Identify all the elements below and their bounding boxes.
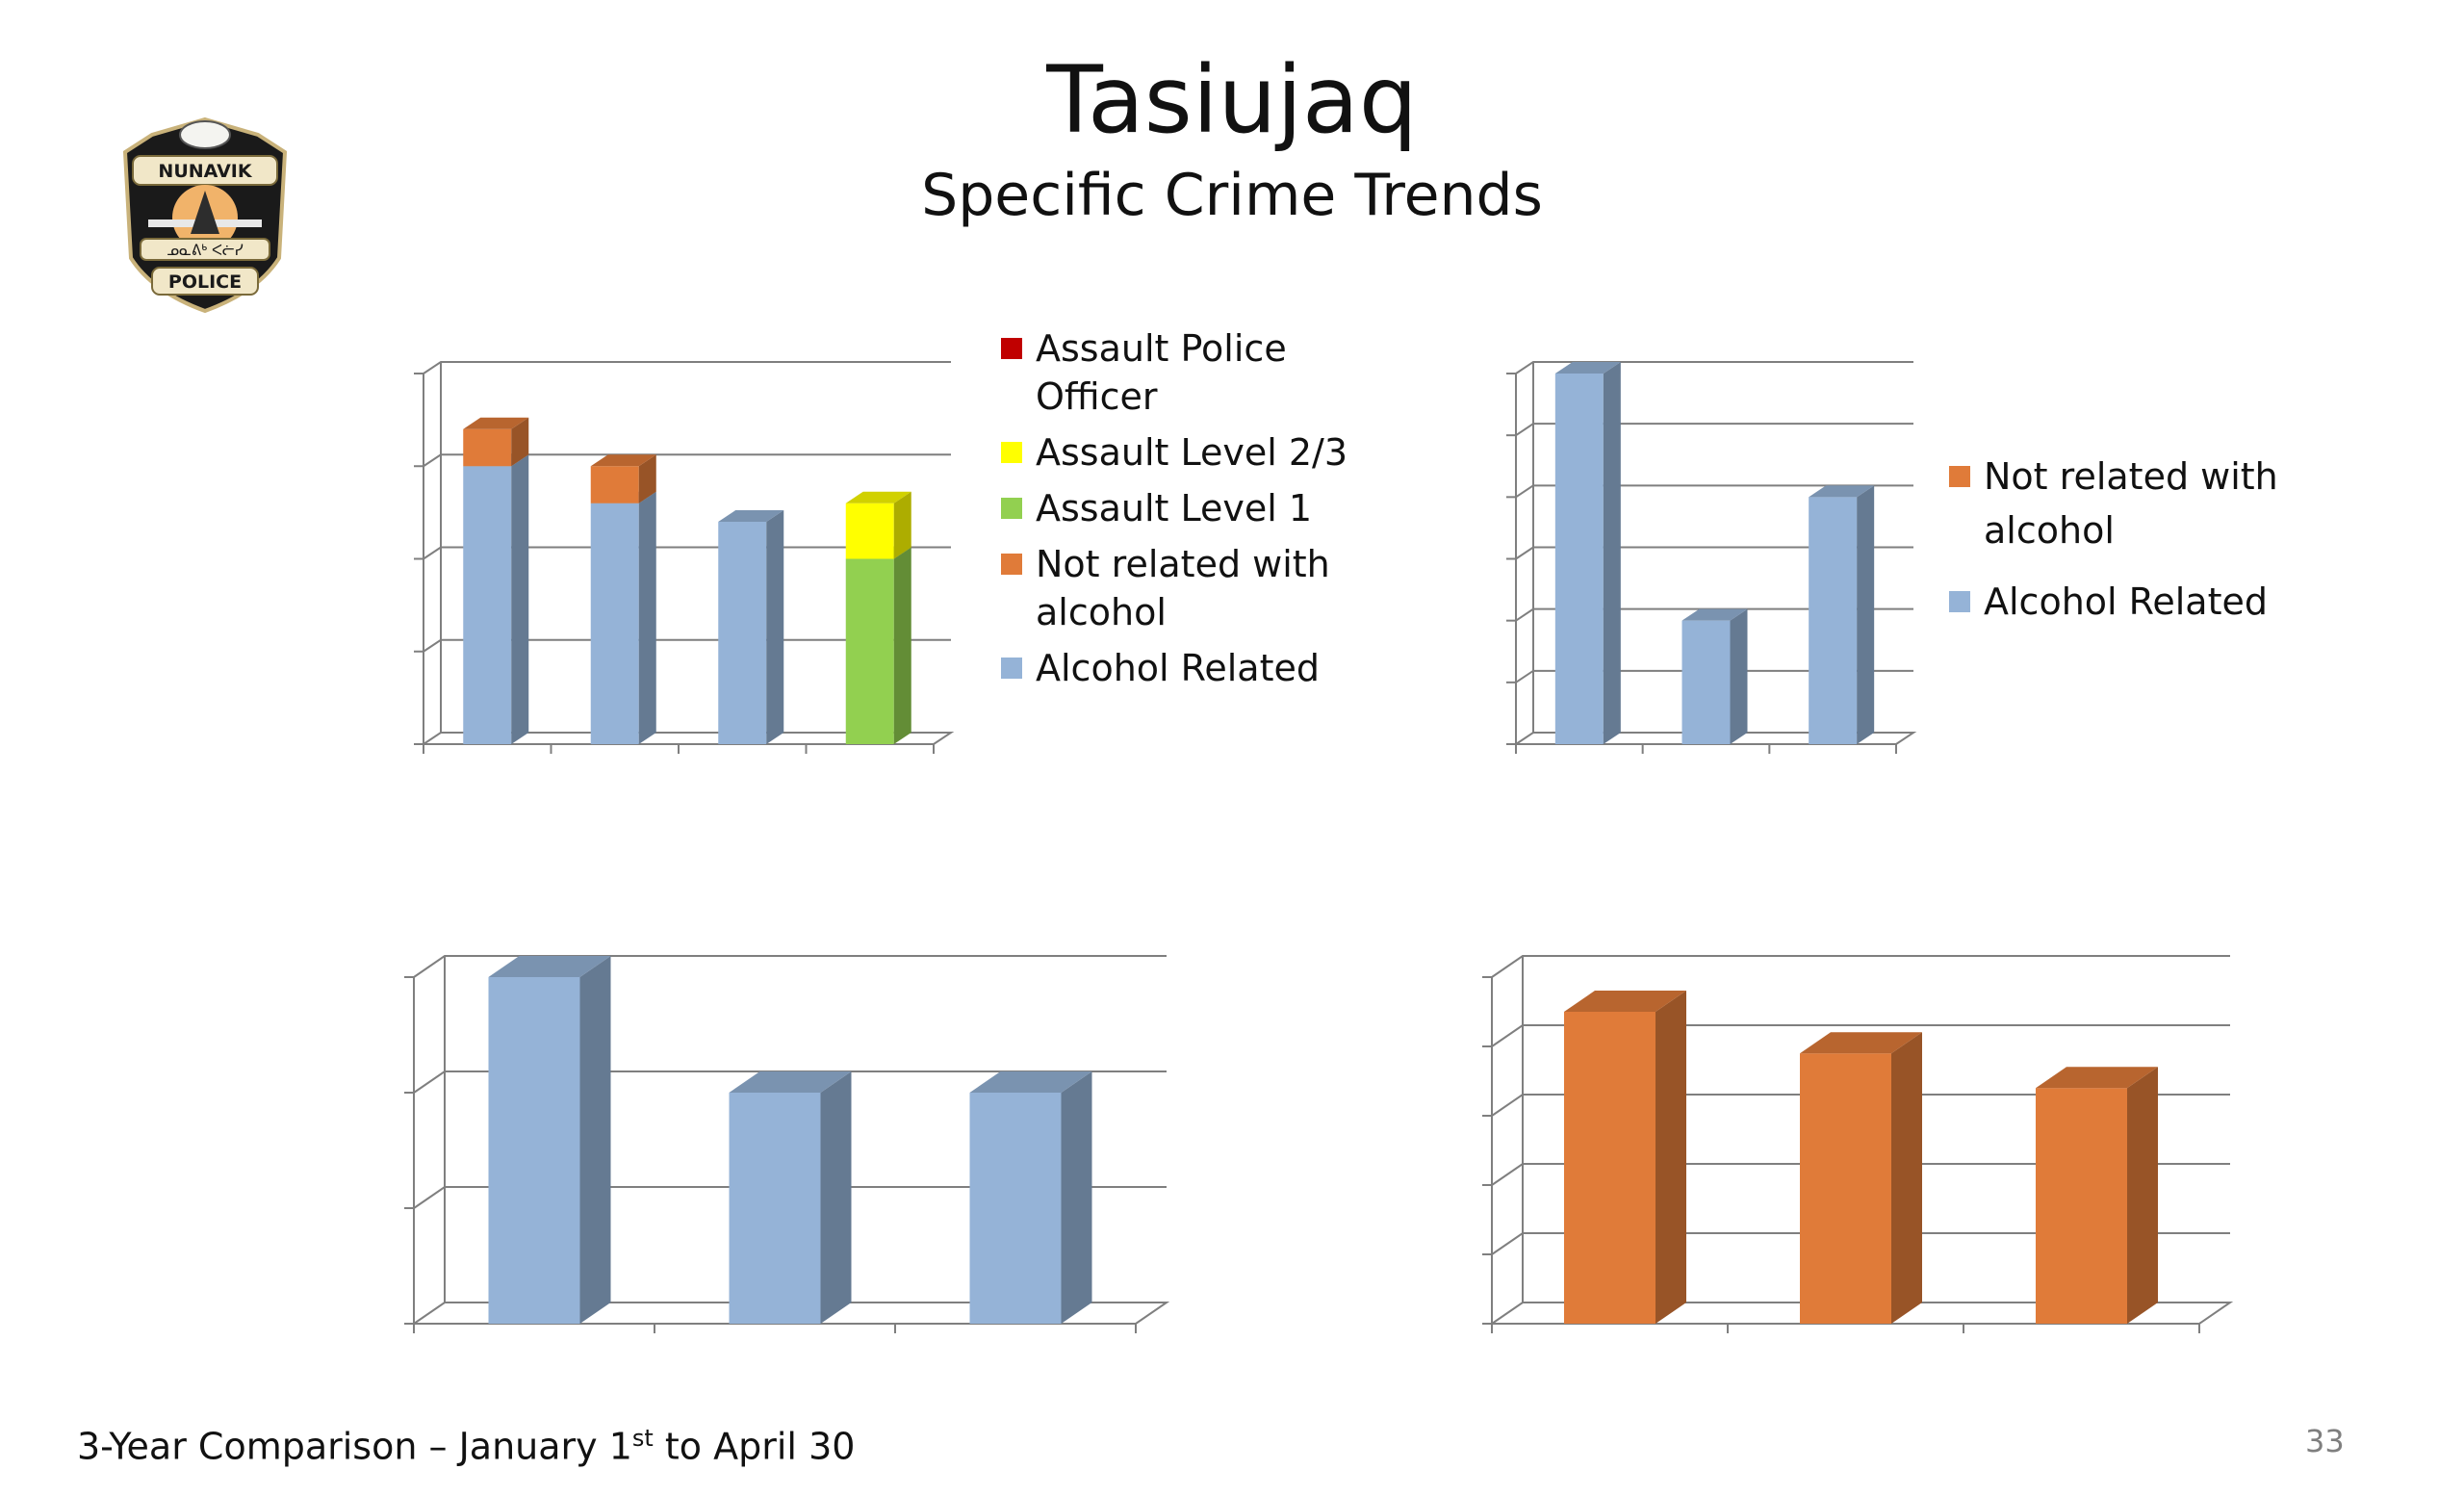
bar-top bbox=[488, 956, 611, 977]
legend-label: Not related with bbox=[1036, 543, 1330, 585]
bar-side bbox=[1603, 362, 1621, 744]
bar-top bbox=[1554, 362, 1621, 374]
bar-front bbox=[718, 522, 767, 744]
logo-top-text: NUNAVIK bbox=[158, 161, 252, 182]
bar-top bbox=[969, 1071, 1092, 1093]
legend-swatch bbox=[1001, 554, 1022, 575]
gridline bbox=[1491, 1024, 2230, 1047]
bar-top bbox=[463, 417, 529, 429]
gridline bbox=[1491, 1094, 2230, 1117]
gridline bbox=[413, 1186, 1167, 1209]
logo-syllabics: ᓄᓇᕕᒃ ᐸᓖᓯ bbox=[167, 242, 243, 259]
legend-label: Alcohol Related bbox=[1984, 580, 2268, 623]
gridline bbox=[1515, 669, 1913, 684]
gridline bbox=[413, 1070, 1167, 1094]
legend-label: Not related with bbox=[1984, 455, 2278, 498]
slide-title: Tasiujaq bbox=[1046, 46, 1418, 154]
nunavik-police-badge-logo: NUNAVIK ᓄᓇᕕᒃ ᐸᓖᓯ POLICE bbox=[122, 116, 288, 314]
footer-prefix: 3-Year Comparison – January 1 bbox=[77, 1425, 632, 1468]
legend-swatch bbox=[1949, 591, 1970, 612]
bar-front bbox=[590, 503, 639, 744]
slide-subtitle: Specific Crime Trends bbox=[921, 162, 1543, 229]
gridline bbox=[423, 453, 951, 468]
bar-front bbox=[463, 466, 512, 744]
bar-front bbox=[1564, 1012, 1656, 1324]
gridline bbox=[1515, 484, 1913, 499]
legend-swatch bbox=[1001, 658, 1022, 679]
footer-note: 3-Year Comparison – January 1st to April… bbox=[77, 1425, 855, 1468]
bar-front bbox=[969, 1093, 1062, 1324]
gridline bbox=[423, 361, 951, 374]
bar-side bbox=[1891, 1032, 1922, 1324]
bar-top bbox=[1681, 608, 1748, 621]
legend-label: Alcohol Related bbox=[1036, 647, 1320, 689]
bar-side bbox=[1061, 1071, 1092, 1324]
bar-side bbox=[511, 417, 529, 467]
bar-front bbox=[590, 466, 639, 503]
bar-front bbox=[845, 558, 894, 744]
gridline bbox=[1515, 423, 1913, 436]
bar-top bbox=[718, 510, 784, 522]
legend-label: Officer bbox=[1036, 375, 1158, 418]
footer-superscript: st bbox=[631, 1425, 654, 1452]
legend-swatch bbox=[1001, 498, 1022, 519]
gridline bbox=[1491, 955, 2230, 978]
bar-front bbox=[845, 503, 894, 559]
bar-front bbox=[1800, 1053, 1891, 1324]
bar-side bbox=[1656, 991, 1686, 1324]
bar-front bbox=[463, 428, 512, 467]
logo-bottom-text: POLICE bbox=[168, 271, 242, 293]
bar-side bbox=[893, 547, 911, 744]
legend-swatch bbox=[1001, 338, 1022, 359]
bar-side bbox=[893, 491, 911, 559]
legend-label: alcohol bbox=[1036, 591, 1167, 633]
legend-swatch bbox=[1949, 466, 1970, 487]
footer-suffix: to April 30 bbox=[653, 1425, 856, 1468]
legend-swatch bbox=[1001, 442, 1022, 463]
bar-top bbox=[1564, 991, 1686, 1012]
legend-label: alcohol bbox=[1984, 509, 2115, 552]
bar-top bbox=[729, 1071, 852, 1093]
bar-side bbox=[1857, 485, 1875, 744]
bar-front bbox=[1554, 374, 1604, 744]
bar-top bbox=[590, 454, 656, 467]
gridline bbox=[1515, 361, 1913, 374]
bar-top bbox=[1809, 485, 1875, 498]
bar-front bbox=[1809, 497, 1858, 744]
bar-side bbox=[638, 454, 656, 503]
bar-front bbox=[729, 1093, 821, 1324]
bar-top bbox=[845, 491, 911, 503]
gridline bbox=[1515, 607, 1913, 622]
gridline bbox=[413, 955, 1167, 978]
bar-side bbox=[1730, 608, 1748, 744]
bar-top bbox=[1800, 1032, 1922, 1054]
bar-side bbox=[820, 1071, 852, 1324]
legend-label: Assault Level 2/3 bbox=[1036, 431, 1348, 474]
bar-side bbox=[579, 956, 611, 1324]
bar-side bbox=[511, 454, 529, 744]
bar-front bbox=[488, 977, 580, 1324]
page-number: 33 bbox=[2305, 1423, 2345, 1459]
bar-top bbox=[2036, 1067, 2158, 1089]
bar-front bbox=[2036, 1088, 2127, 1324]
bar-front bbox=[1681, 620, 1731, 744]
bar-side bbox=[2127, 1067, 2158, 1324]
legend-label: Assault Police bbox=[1036, 327, 1287, 370]
gridline bbox=[1515, 546, 1913, 560]
gridline bbox=[1491, 1232, 2230, 1255]
legend-label: Assault Level 1 bbox=[1036, 487, 1312, 529]
gridline bbox=[1491, 1163, 2230, 1186]
bar-side bbox=[638, 491, 656, 744]
bar-side bbox=[766, 510, 784, 744]
